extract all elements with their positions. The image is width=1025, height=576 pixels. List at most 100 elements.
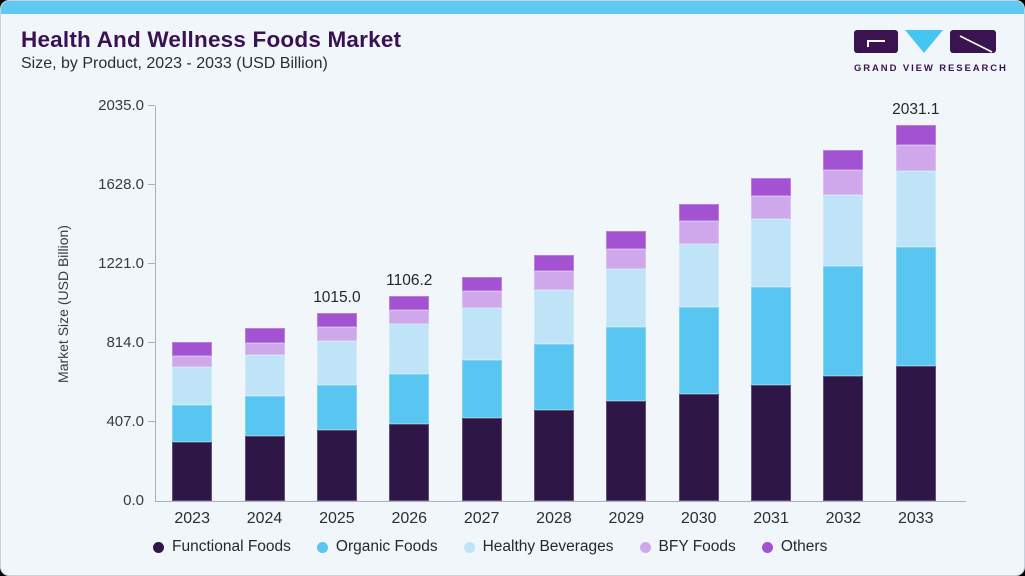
x-axis-label-2031: 2031 — [753, 510, 789, 527]
legend-label: Functional Foods — [172, 538, 291, 555]
stacked-bar-2028 — [533, 255, 574, 501]
bar-segment-bfy-foods — [244, 342, 285, 356]
page-title: Health And Wellness Foods Market — [21, 27, 402, 52]
bar-segment-others — [751, 178, 792, 197]
stacked-bar-2031 — [751, 178, 792, 501]
bar-segment-organic-foods — [244, 396, 285, 436]
y-axis-tick-mark — [148, 262, 155, 264]
gvr-logo-icon — [854, 30, 996, 53]
bar-segment-functional-foods — [823, 376, 864, 501]
y-axis-title: Market Size (USD Billion) — [55, 225, 71, 383]
bar-segment-functional-foods — [895, 366, 936, 501]
bar-segment-organic-foods — [895, 246, 936, 366]
bar-total-label-2025: 1015.0 — [313, 289, 361, 307]
bar-segment-functional-foods — [389, 424, 430, 501]
legend-dot-icon — [153, 541, 164, 553]
y-axis-tick-label: 814.0 — [106, 334, 144, 351]
bar-column-2024 — [228, 328, 300, 501]
y-axis-tick-label: 1221.0 — [98, 255, 144, 272]
bar-segment-organic-foods — [172, 405, 213, 442]
x-axis-labels: 2023 2024 2025 2026 2027 2028 2029 2030 2031 2032… — [156, 501, 952, 528]
legend-dot-icon — [761, 541, 773, 553]
bar-segment-bfy-foods — [533, 271, 574, 291]
stacked-bar-2026 — [389, 296, 430, 501]
bar-segment-organic-foods — [678, 307, 719, 394]
legend-dot-icon — [639, 541, 651, 553]
x-axis-label-2033: 2033 — [897, 510, 934, 527]
bar-segment-bfy-foods — [823, 170, 864, 196]
x-axis-label-2029: 2029 — [608, 510, 645, 527]
bar-segment-bfy-foods — [389, 310, 430, 325]
bar-segment-others — [244, 328, 285, 343]
bar-segment-functional-foods — [172, 441, 213, 501]
stacked-bar-2025 — [316, 313, 357, 501]
bar-segment-others — [389, 296, 430, 311]
legend-label: BFY Foods — [658, 538, 736, 555]
bar-segment-functional-foods — [461, 418, 502, 501]
stacked-bar-2032 — [823, 150, 864, 501]
bar-column-2032 — [807, 150, 879, 501]
bar-segment-healthy-beverages — [751, 219, 792, 288]
legend-dot-icon — [463, 541, 475, 553]
bar-segment-others — [533, 255, 574, 272]
bar-segment-organic-foods — [606, 326, 647, 401]
x-axis-label-2028: 2028 — [536, 510, 572, 527]
legend-dot-icon — [316, 541, 328, 553]
chart-legend: Functional Foods Organic Foods Healthy Bev… — [153, 538, 827, 556]
bar-column-2023 — [156, 341, 228, 501]
legend-label: Organic Foods — [335, 538, 438, 555]
bar-segment-functional-foods — [244, 436, 285, 501]
bar-segment-bfy-foods — [678, 221, 719, 244]
bar-column-2025 — [301, 313, 373, 501]
bar-segment-healthy-beverages — [244, 355, 285, 396]
bar-segment-others — [316, 313, 357, 327]
y-axis-tick-label: 1628.0 — [98, 176, 144, 193]
bar-column-2027 — [445, 276, 517, 501]
x-axis-label-2026: 2026 — [391, 510, 428, 527]
page-subtitle: Size, by Product, 2023 - 2033 (USD Billi… — [21, 55, 328, 72]
bar-total-label-2033: 2031.1 — [892, 100, 940, 118]
bar-segment-others — [461, 276, 502, 291]
y-axis-tick-label: 0.0 — [123, 492, 144, 509]
legend-item-healthy-beverages: Healthy Beverages — [463, 538, 614, 556]
legend-label: Healthy Beverages — [482, 538, 614, 555]
bar-segment-healthy-beverages — [461, 308, 502, 360]
bar-segment-healthy-beverages — [606, 268, 647, 327]
top-accent-bar — [1, 1, 1024, 14]
bar-segment-bfy-foods — [461, 291, 502, 308]
bar-column-2030 — [663, 204, 735, 501]
legend-item-organic-foods: Organic Foods — [316, 538, 438, 556]
chart-plot-area: 2023 2024 2025 2026 2027 2028 2029 2030 2031 2032… — [98, 97, 966, 527]
bar-segment-functional-foods — [678, 394, 719, 501]
x-axis-label-2030: 2030 — [680, 510, 717, 527]
bar-segment-functional-foods — [606, 401, 647, 501]
bar-segment-healthy-beverages — [172, 366, 213, 406]
stacked-bar-2029 — [606, 231, 647, 501]
bar-segment-functional-foods — [533, 410, 574, 501]
bar-column-2028 — [518, 255, 590, 501]
bar-segment-organic-foods — [823, 266, 864, 376]
bar-segment-healthy-beverages — [678, 244, 719, 307]
x-axis-label-2023: 2023 — [174, 510, 210, 527]
y-axis-tick-mark — [148, 183, 155, 185]
y-axis-tick-label: 2035.0 — [98, 97, 144, 114]
bar-segment-bfy-foods — [895, 144, 936, 172]
bar-segment-organic-foods — [461, 360, 502, 418]
bar-column-2033 — [880, 124, 952, 501]
y-axis-tick-mark — [148, 341, 155, 343]
stacked-bar-2033 — [895, 124, 936, 501]
bar-segment-functional-foods — [316, 430, 357, 501]
legend-item-functional-foods: Functional Foods — [153, 538, 291, 556]
bar-segment-bfy-foods — [172, 355, 213, 367]
bar-segment-organic-foods — [316, 384, 357, 431]
bar-segment-others — [172, 341, 213, 356]
legend-label: Others — [780, 538, 828, 555]
bar-segment-others — [678, 204, 719, 221]
bar-segment-organic-foods — [751, 287, 792, 386]
bar-segment-functional-foods — [751, 385, 792, 501]
bar-segment-healthy-beverages — [533, 290, 574, 345]
bar-column-2031 — [735, 178, 807, 501]
bar-segment-healthy-beverages — [389, 324, 430, 375]
y-axis-tick-mark — [148, 420, 155, 422]
bar-column-2026 — [373, 296, 445, 501]
